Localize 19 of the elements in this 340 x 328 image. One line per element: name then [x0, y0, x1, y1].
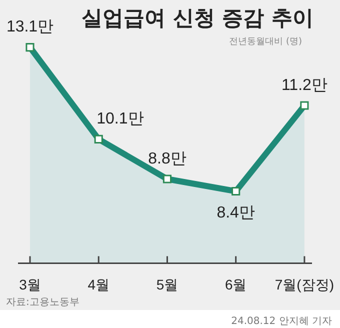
x-tick-label: 4월: [88, 276, 110, 292]
data-label: 11.2만: [281, 76, 328, 94]
point: [94, 134, 103, 144]
chart-title: 실업급여 신청 증감 추이: [80, 5, 314, 32]
data-label: 10.1만: [96, 110, 144, 128]
point: [300, 101, 309, 110]
point: [26, 43, 34, 52]
data-label: 8.4만: [216, 204, 255, 222]
data-label: 8.8만: [148, 150, 186, 168]
x-tick-label: 5월: [156, 276, 178, 292]
x-tick-label: 6월: [224, 276, 247, 292]
chart-subtitle: 전년동월대비 (명): [229, 36, 302, 48]
annotation: 24.08.12 안지혜 기자: [231, 315, 332, 328]
point: [162, 174, 172, 184]
point: [232, 186, 240, 196]
data-label: 13.1만: [6, 18, 54, 36]
x-tick-label: 3월: [19, 276, 41, 292]
annotation: 자료:고용노동부: [6, 296, 80, 309]
x-tick-label: 7월(잠정): [274, 276, 334, 292]
